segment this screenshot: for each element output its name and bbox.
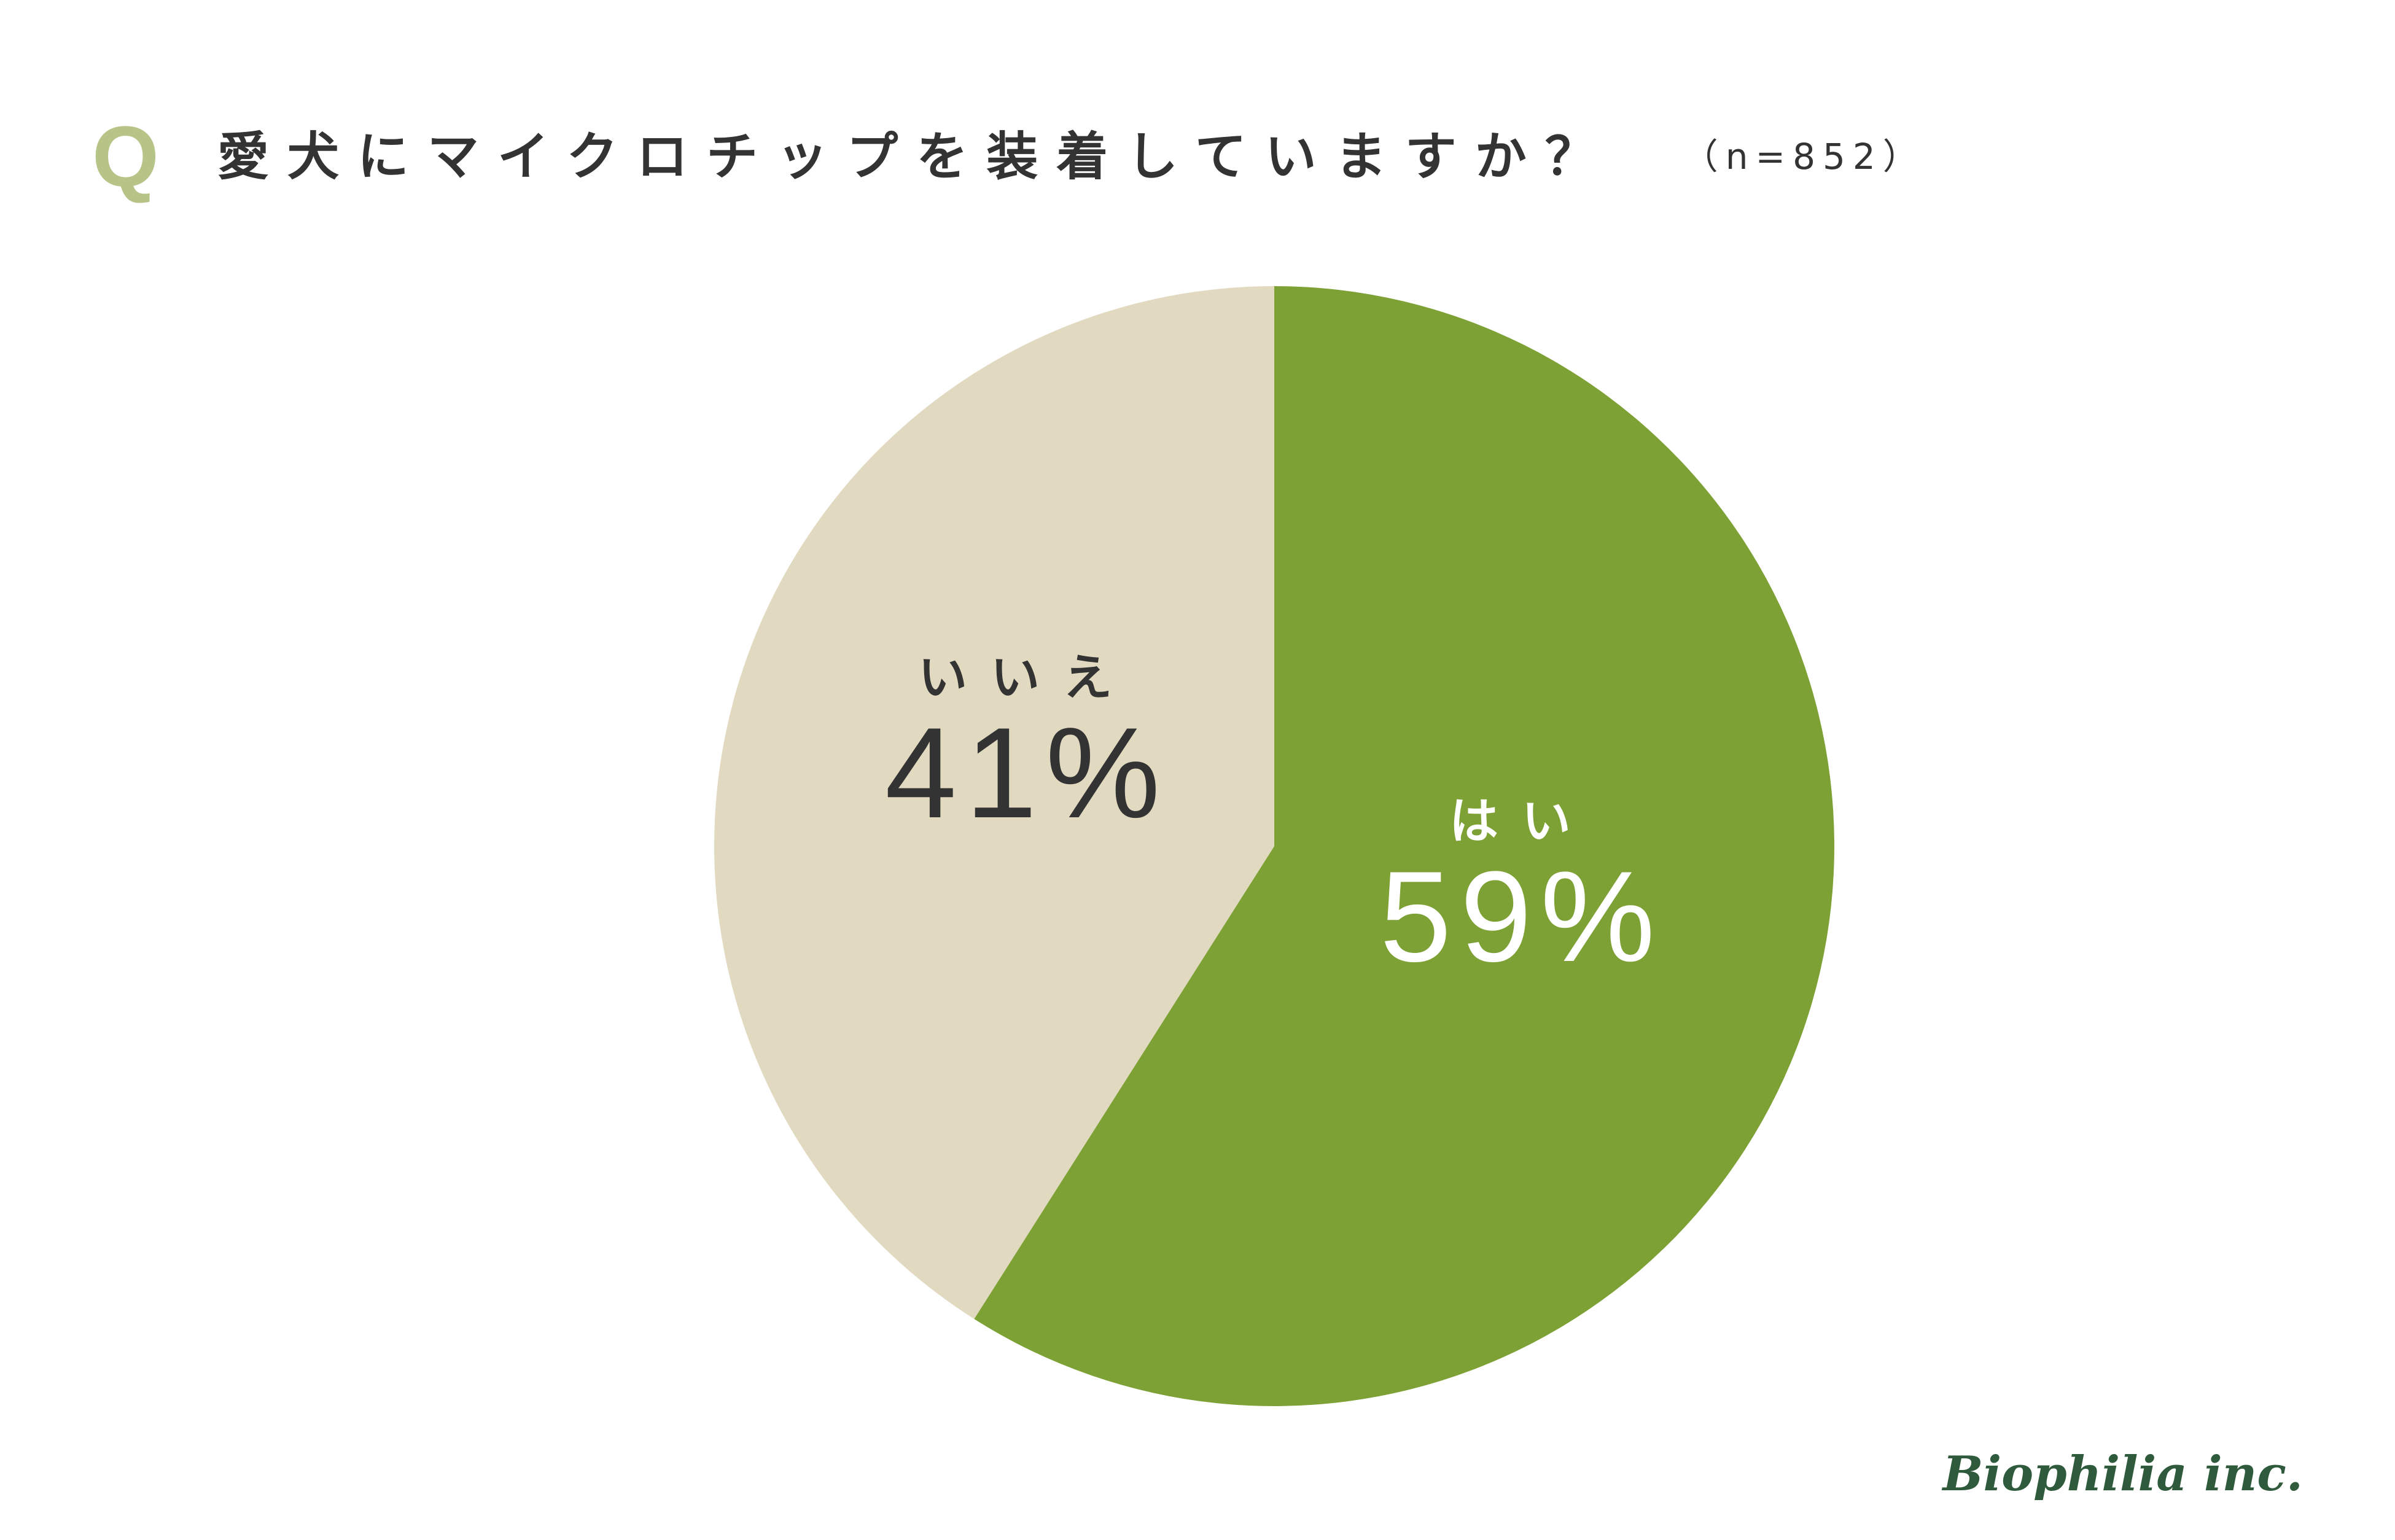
pie-slice-1 xyxy=(974,286,1834,1406)
slice-label-1: はい xyxy=(1449,793,1594,850)
company-logo: Biophilia inc. xyxy=(1942,1446,2303,1502)
slice-value-1: 59% xyxy=(1380,844,1664,989)
slice-label-2: いいえ xyxy=(918,649,1135,706)
slice-value-2: 41% xyxy=(885,701,1169,845)
q-icon: Q xyxy=(92,108,159,204)
chart-header: Q 愛犬にマイクロチップを装着していますか？ （n=852） xyxy=(92,114,1926,200)
question-title: 愛犬にマイクロチップを装着していますか？ xyxy=(217,126,1615,187)
sample-size: （n=852） xyxy=(1682,136,1926,177)
pie-slice-2 xyxy=(714,286,1274,1320)
